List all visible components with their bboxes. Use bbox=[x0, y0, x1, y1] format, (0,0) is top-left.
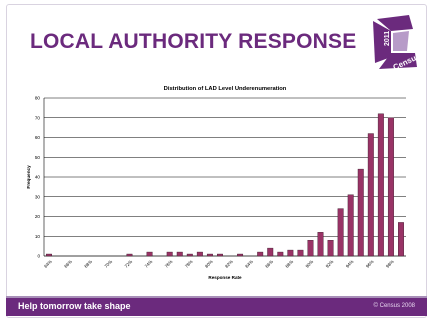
bar bbox=[217, 253, 223, 257]
x-tick-label: 76% bbox=[164, 259, 174, 269]
bar bbox=[46, 253, 52, 257]
underenumeration-chart: Distribution of LAD Level Underenumerati… bbox=[26, 86, 406, 280]
x-tick-label: 86% bbox=[264, 259, 274, 269]
bar bbox=[297, 249, 304, 257]
x-tick-label: 92% bbox=[325, 259, 335, 269]
y-tick-label: 60 bbox=[35, 135, 41, 140]
bar bbox=[277, 251, 284, 257]
y-tick-label: 80 bbox=[35, 96, 41, 101]
y-tick-label: 70 bbox=[35, 115, 41, 120]
bar bbox=[398, 222, 404, 257]
bar bbox=[237, 253, 244, 257]
bar bbox=[357, 168, 364, 257]
logo-shape-accent bbox=[393, 31, 409, 51]
x-tick-label: 94% bbox=[345, 259, 355, 269]
x-tick-label: 98% bbox=[385, 259, 395, 269]
bar bbox=[206, 253, 213, 257]
bar bbox=[327, 239, 334, 257]
footer-tagline: Help tomorrow take shape bbox=[18, 301, 131, 311]
x-tick-label: 72% bbox=[124, 259, 134, 269]
footer-bar: Help tomorrow take shape © Census 2008 bbox=[6, 296, 427, 316]
bar bbox=[166, 251, 173, 257]
bar bbox=[196, 251, 203, 257]
bar bbox=[126, 253, 133, 257]
x-axis-label: Response Rate bbox=[208, 275, 242, 280]
chart-title: Distribution of LAD Level Underenumerati… bbox=[164, 86, 287, 92]
logo-year-text: 2011 bbox=[384, 31, 391, 46]
bar bbox=[267, 247, 274, 257]
bar bbox=[176, 251, 183, 257]
bar bbox=[337, 208, 344, 257]
census-2011-logo: 2011 Census bbox=[373, 15, 421, 71]
slide-frame bbox=[6, 4, 427, 318]
y-tick-label: 40 bbox=[35, 175, 41, 180]
x-tick-label: 74% bbox=[144, 259, 154, 269]
bar bbox=[377, 113, 384, 257]
x-tick-label: 78% bbox=[184, 259, 194, 269]
x-tick-label: 68% bbox=[83, 259, 93, 269]
bar bbox=[307, 239, 314, 257]
logo-shape-bottom bbox=[379, 53, 417, 69]
y-tick-label: 10 bbox=[35, 234, 41, 239]
bar bbox=[317, 232, 324, 257]
x-tick-label: 70% bbox=[103, 259, 113, 269]
logo-shape-left bbox=[373, 21, 391, 63]
bar bbox=[387, 117, 394, 257]
y-axis-label: Frequency bbox=[26, 165, 31, 189]
x-tick-label: 80% bbox=[204, 259, 214, 269]
x-tick-label: 66% bbox=[63, 259, 73, 269]
bar bbox=[287, 249, 294, 257]
bar bbox=[257, 251, 264, 257]
bar bbox=[186, 253, 193, 257]
x-tick-label: 88% bbox=[284, 259, 294, 269]
x-tick-label: 90% bbox=[305, 259, 315, 269]
bar bbox=[347, 194, 354, 257]
slide-title: LOCAL AUTHORITY RESPONSE bbox=[30, 30, 357, 53]
y-tick-label: 20 bbox=[35, 214, 41, 219]
logo-shape-top bbox=[377, 15, 413, 31]
bar bbox=[146, 251, 153, 257]
y-tick-label: 30 bbox=[35, 194, 41, 199]
x-tick-label: 84% bbox=[244, 259, 254, 269]
x-tick-label: 82% bbox=[224, 259, 234, 269]
y-tick-label: 50 bbox=[35, 155, 41, 160]
footer-copyright: © Census 2008 bbox=[373, 303, 415, 309]
y-tick-label: 0 bbox=[37, 254, 40, 259]
x-tick-label: 64% bbox=[43, 259, 53, 269]
x-tick-label: 96% bbox=[365, 259, 375, 269]
bar bbox=[367, 133, 374, 257]
